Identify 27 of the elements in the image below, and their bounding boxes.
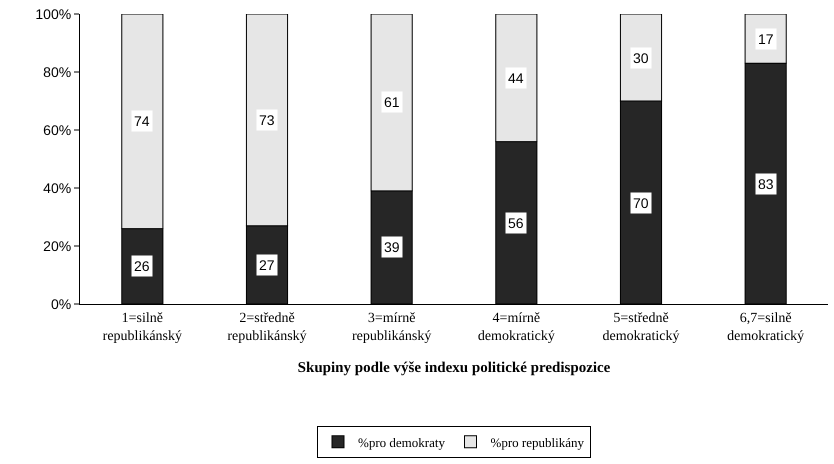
data-label: 26	[134, 258, 150, 274]
y-tick-label: 100%	[35, 6, 72, 22]
x-tick-label: 3=mírně republikánský	[352, 310, 432, 344]
x-tick-label: 1=silně republikánský	[102, 310, 182, 344]
legend-label: %pro demokraty	[358, 434, 446, 450]
x-tick-label: 5=středně demokratický	[602, 310, 680, 344]
data-label: 44	[508, 70, 524, 86]
y-tick-label: 20%	[43, 238, 72, 254]
data-label: 83	[758, 176, 774, 192]
data-label: 17	[758, 31, 774, 47]
data-label: 73	[259, 112, 275, 128]
x-axis-title: Skupiny podle výše indexu politické predispozice	[298, 360, 611, 376]
y-tick-label: 60%	[43, 122, 72, 138]
data-label: 56	[508, 215, 524, 231]
y-tick-label: 40%	[43, 180, 72, 196]
data-label: 61	[384, 94, 400, 110]
data-label: 39	[384, 239, 400, 255]
x-tick-label: 4=mírně demokratický	[478, 310, 555, 344]
y-tick-label: 0%	[50, 296, 72, 312]
y-tick-label: 80%	[43, 64, 72, 80]
data-label: 27	[259, 257, 275, 273]
data-label: 74	[134, 113, 150, 129]
data-label: 30	[633, 50, 649, 66]
data-label: 70	[633, 195, 649, 211]
legend-label: %pro republikány	[490, 434, 584, 450]
x-tick-label: 2=středně republikánský	[227, 310, 307, 344]
x-tick-label: 6,7=silně demokratický	[727, 310, 804, 344]
